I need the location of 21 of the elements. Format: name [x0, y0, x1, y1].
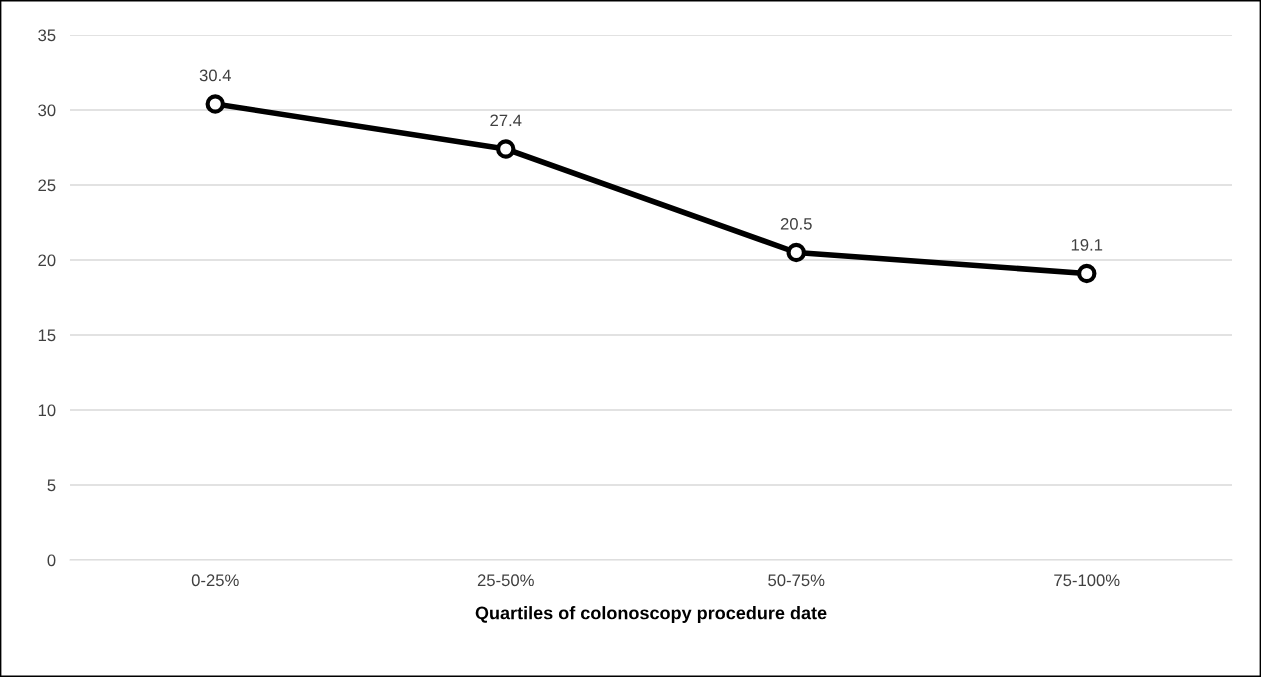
y-tick-label: 20 [38, 254, 56, 267]
data-label: 19.1 [1071, 238, 1103, 251]
point [786, 242, 806, 263]
x-axis-title: Quartiles of colonoscopy procedure date [475, 606, 827, 623]
x-tick-label: 0-25% [191, 574, 239, 587]
y-tick-label: 30 [38, 104, 56, 117]
y-tick-label: 10 [38, 404, 56, 417]
data-label: 20.5 [780, 217, 812, 230]
y-tick-label: 25 [38, 179, 56, 192]
data-label: 30.4 [199, 69, 231, 82]
point [205, 94, 225, 114]
x-tick-label: 50-75% [768, 574, 825, 587]
point [1077, 263, 1097, 284]
y-tick-label: 35 [38, 29, 56, 42]
y-tick-label: 5 [47, 479, 56, 492]
x-tick-label: 25-50% [477, 574, 534, 587]
data-label: 27.4 [490, 114, 522, 127]
y-tick-label: 0 [47, 554, 56, 567]
x-tick-label: 75-100% [1054, 574, 1120, 587]
point [496, 139, 516, 159]
y-tick-label: 15 [38, 329, 56, 342]
